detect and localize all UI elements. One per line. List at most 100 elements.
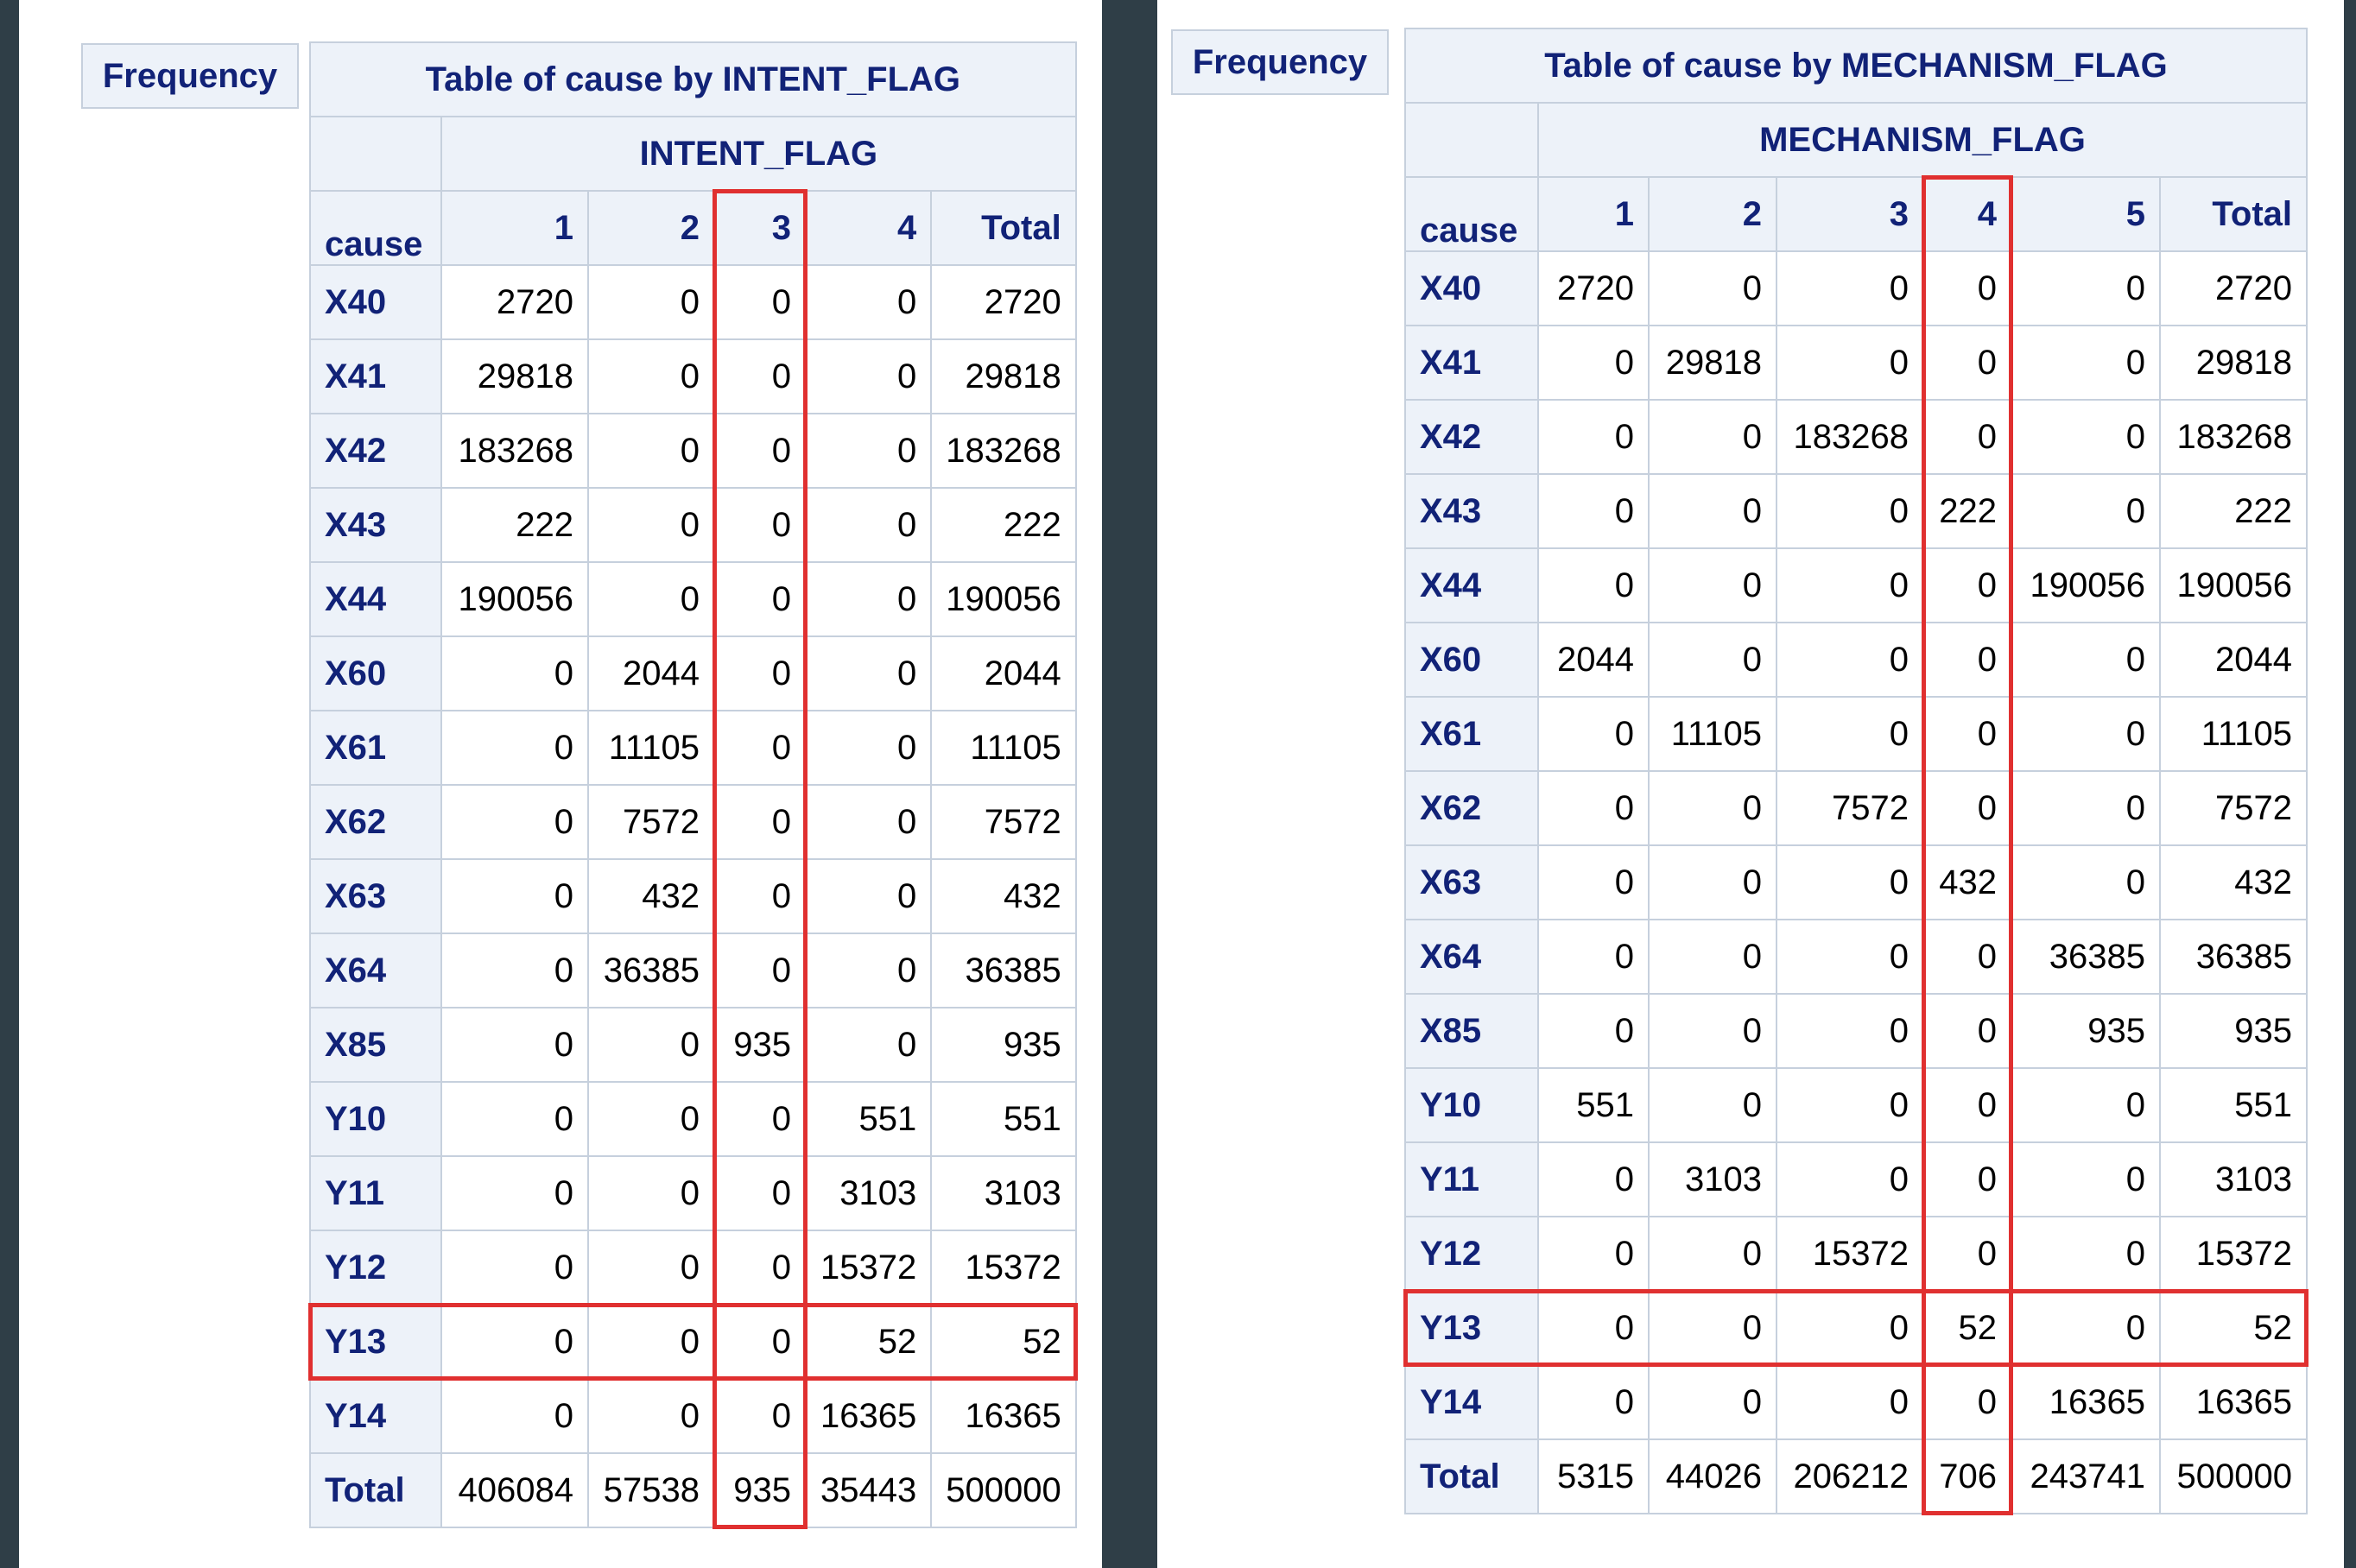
- row-header: X41: [309, 338, 442, 414]
- frequency-cell: 222: [1922, 473, 2012, 549]
- frequency-cell: 190056: [2159, 547, 2308, 623]
- frequency-cell: 0: [713, 1378, 807, 1454]
- table-row: Y10 0 0 0 551 551: [309, 1081, 1077, 1157]
- frequency-cell: 0: [2011, 844, 2161, 920]
- row-header: X60: [309, 635, 442, 711]
- frequency-cell: 0: [440, 1007, 589, 1083]
- frequency-cell: 0: [2011, 1216, 2161, 1292]
- frequency-cell: 36385: [2159, 919, 2308, 995]
- frequency-cell: 0: [713, 1155, 807, 1231]
- row-header: X40: [309, 264, 442, 340]
- frequency-cell: 0: [587, 1081, 715, 1157]
- row-header: X63: [1404, 844, 1539, 920]
- column-variable-name: MECHANISM_FLAG: [1537, 102, 2308, 178]
- table-row: X85 0 0 935 0 935: [309, 1007, 1077, 1083]
- frequency-cell: 0: [713, 635, 807, 711]
- column-header: 4: [1922, 176, 2012, 252]
- frequency-cell: 0: [713, 784, 807, 860]
- frequency-cell: 935: [713, 1452, 807, 1528]
- frequency-cell: 0: [587, 1155, 715, 1231]
- row-header: X43: [1404, 473, 1539, 549]
- row-header: Total: [309, 1452, 442, 1528]
- frequency-cell: 0: [2011, 770, 2161, 846]
- frequency-cell: 0: [804, 338, 933, 414]
- frequency-cell: 551: [930, 1081, 1077, 1157]
- frequency-cell: 2720: [440, 264, 589, 340]
- frequency-cell: 0: [2011, 1141, 2161, 1217]
- frequency-legend: Frequency: [1171, 29, 1389, 95]
- table-row: X62 0 7572 0 0 7572: [309, 784, 1077, 860]
- frequency-cell: 36385: [2011, 919, 2161, 995]
- frequency-cell: 0: [2011, 325, 2161, 401]
- frequency-cell: 0: [1648, 547, 1777, 623]
- row-header: Y10: [1404, 1067, 1539, 1143]
- frequency-cell: 0: [440, 1155, 589, 1231]
- frequency-cell: 11105: [587, 710, 715, 786]
- table-row: Total 5315 44026 206212 706 243741 500000: [1404, 1438, 2308, 1514]
- frequency-cell: 183268: [440, 413, 589, 489]
- frequency-cell: 0: [1648, 1067, 1777, 1143]
- table-row: Total 406084 57538 935 35443 500000: [309, 1452, 1077, 1528]
- frequency-cell: 0: [1648, 473, 1777, 549]
- table-row: Y11 0 0 0 3103 3103: [309, 1155, 1077, 1231]
- table-row: X43 222 0 0 0 222: [309, 487, 1077, 563]
- frequency-cell: 935: [2011, 993, 2161, 1069]
- frequency-cell: 0: [1922, 1141, 2012, 1217]
- frequency-cell: 0: [1648, 622, 1777, 698]
- frequency-cell: 52: [930, 1304, 1077, 1380]
- frequency-cell: 16365: [930, 1378, 1077, 1454]
- frequency-cell: 0: [2011, 696, 2161, 772]
- frequency-cell: 36385: [930, 933, 1077, 1008]
- table-row: X62 0 0 7572 0 0 7572: [1404, 770, 2308, 846]
- frequency-cell: 0: [1648, 399, 1777, 475]
- frequency-cell: 0: [587, 561, 715, 637]
- frequency-cell: 551: [804, 1081, 933, 1157]
- frequency-cell: 0: [713, 1304, 807, 1380]
- frequency-cell: 0: [587, 1304, 715, 1380]
- column-variable-name: INTENT_FLAG: [440, 116, 1077, 192]
- frequency-cell: 11105: [1648, 696, 1777, 772]
- table-row: X60 2044 0 0 0 0 2044: [1404, 622, 2308, 698]
- frequency-cell: 0: [1776, 1067, 1924, 1143]
- frequency-cell: 432: [587, 858, 715, 934]
- frequency-cell: 0: [804, 710, 933, 786]
- table-row: Y12 0 0 0 15372 15372: [309, 1230, 1077, 1306]
- frequency-cell: 11105: [930, 710, 1077, 786]
- table-row: Y14 0 0 0 16365 16365: [309, 1378, 1077, 1454]
- frequency-cell: 0: [1776, 325, 1924, 401]
- row-header: X85: [1404, 993, 1539, 1069]
- frequency-cell: 0: [804, 635, 933, 711]
- frequency-cell: 0: [1922, 1067, 2012, 1143]
- frequency-cell: 935: [930, 1007, 1077, 1083]
- frequency-cell: 0: [713, 338, 807, 414]
- frequency-cell: 0: [804, 858, 933, 934]
- frequency-cell: 0: [713, 710, 807, 786]
- frequency-cell: 0: [1648, 770, 1777, 846]
- frequency-cell: 0: [1776, 919, 1924, 995]
- row-variable-name: cause: [1404, 176, 1539, 252]
- frequency-cell: 57538: [587, 1452, 715, 1528]
- table-row: X44 0 0 0 0 190056 190056: [1404, 547, 2308, 623]
- table-row: X41 0 29818 0 0 0 29818: [1404, 325, 2308, 401]
- row-header: X64: [1404, 919, 1539, 995]
- frequency-cell: 0: [1922, 399, 2012, 475]
- frequency-cell: 0: [1648, 844, 1777, 920]
- frequency-cell: 0: [804, 413, 933, 489]
- row-variable-name: cause: [309, 190, 442, 266]
- table-row: X63 0 0 0 432 0 432: [1404, 844, 2308, 920]
- frequency-cell: 15372: [1776, 1216, 1924, 1292]
- frequency-cell: 0: [1922, 770, 2012, 846]
- frequency-cell: 2044: [930, 635, 1077, 711]
- frequency-cell: 29818: [440, 338, 589, 414]
- table-row: X60 0 2044 0 0 2044: [309, 635, 1077, 711]
- row-header: Total: [1404, 1438, 1539, 1514]
- row-header: Y11: [309, 1155, 442, 1231]
- frequency-cell: 0: [1537, 399, 1650, 475]
- column-header: 3: [713, 190, 807, 266]
- column-header: 3: [1776, 176, 1924, 252]
- frequency-cell: 183268: [1776, 399, 1924, 475]
- frequency-cell: 0: [1922, 919, 2012, 995]
- row-header: X60: [1404, 622, 1539, 698]
- frequency-cell: 190056: [930, 561, 1077, 637]
- row-header: X42: [1404, 399, 1539, 475]
